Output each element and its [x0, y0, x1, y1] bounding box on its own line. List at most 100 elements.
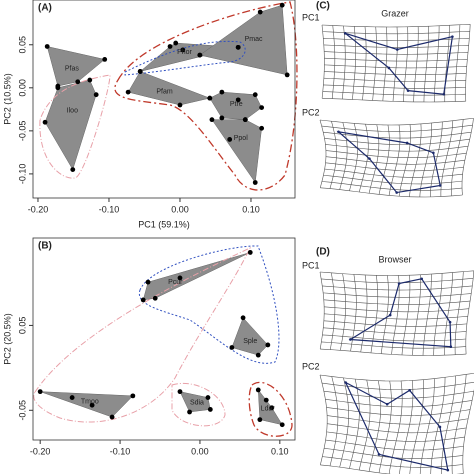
- grid-line: [372, 26, 377, 101]
- x-tick-label: 0.10: [242, 204, 260, 214]
- data-point: [279, 422, 285, 428]
- grid-line: [402, 26, 409, 102]
- data-point: [209, 117, 215, 123]
- data-point: [235, 97, 241, 103]
- group-label: Tmoo: [81, 398, 99, 405]
- grid-line: [462, 389, 474, 474]
- grid-line: [413, 26, 419, 102]
- data-point: [242, 117, 248, 123]
- landmark: [344, 381, 347, 384]
- grid-line: [321, 23, 471, 28]
- grid-line: [319, 374, 328, 466]
- grid-line: [320, 464, 464, 474]
- landmark: [377, 453, 381, 456]
- grid-line: [323, 44, 469, 48]
- grid-line: [319, 117, 474, 126]
- data-point: [42, 119, 48, 125]
- grid-line: [454, 24, 461, 102]
- group-hull: [40, 391, 134, 418]
- deformation-grid: [319, 372, 474, 474]
- grid-line: [451, 119, 464, 196]
- data-point: [37, 389, 43, 395]
- x-tick-label: 0.00: [171, 204, 189, 214]
- grid-line: [323, 320, 467, 327]
- y-axis-title: PC2 (10.5%): [2, 73, 12, 125]
- data-point: [219, 89, 225, 95]
- y-tick-label: -0.10: [17, 164, 27, 185]
- grid-line: [349, 379, 360, 469]
- data-point: [55, 85, 61, 91]
- group-label: Ptre: [230, 101, 243, 108]
- x-tick-label: 0.00: [191, 446, 209, 456]
- grid-line: [440, 120, 454, 197]
- data-point: [265, 342, 271, 348]
- grid-line: [362, 26, 367, 101]
- data-point: [140, 297, 146, 303]
- grid-line: [341, 25, 346, 100]
- data-point: [70, 167, 76, 172]
- grid-line: [434, 25, 440, 102]
- grid-line: [327, 415, 469, 425]
- plot-frame: [32, 237, 296, 441]
- panel-label: (C): [316, 1, 330, 12]
- landmark: [388, 313, 392, 317]
- grid-line: [323, 174, 463, 185]
- grid-line: [325, 144, 469, 152]
- grid-line: [444, 272, 454, 356]
- grid-line: [325, 162, 464, 172]
- landmark: [395, 191, 398, 194]
- landmark: [368, 157, 371, 160]
- y-tick-label: 0.05: [17, 317, 27, 335]
- panel-title: Browser: [378, 254, 411, 264]
- grid-line: [401, 275, 411, 355]
- data-point: [252, 92, 258, 98]
- y-tick-label: -0.05: [17, 121, 27, 142]
- grid-line: [321, 381, 474, 390]
- landmark: [397, 282, 401, 285]
- grid-line: [326, 431, 465, 442]
- data-point: [252, 180, 258, 185]
- data-point: [269, 405, 275, 411]
- grid-line: [324, 57, 468, 62]
- data-point: [235, 44, 241, 50]
- plot-panel: [44, 4, 288, 184]
- group-label: Sdia: [190, 399, 204, 406]
- plot-panel: [40, 252, 283, 426]
- grid-line: [323, 327, 467, 334]
- group-label: Pfam: [156, 89, 173, 96]
- data-point: [187, 409, 192, 415]
- grid-line: [423, 26, 429, 103]
- shape-outline: [344, 32, 454, 95]
- y-axis-title: PC2 (20.5%): [2, 313, 12, 365]
- group-label: Sple: [243, 338, 257, 345]
- data-point: [177, 102, 183, 108]
- landmark: [343, 32, 347, 35]
- grid-line: [378, 124, 390, 195]
- envelope: [33, 246, 252, 423]
- deformation-grid: [319, 270, 474, 356]
- grid-line: [319, 372, 474, 382]
- data-point: [263, 397, 269, 403]
- landmark: [449, 345, 453, 349]
- data-point: [75, 79, 81, 85]
- data-point: [197, 52, 203, 58]
- grid-line: [323, 299, 471, 305]
- y-tick-label: 0.05: [17, 36, 27, 54]
- grid-line: [325, 156, 465, 165]
- x-tick-label: -0.10: [99, 204, 120, 214]
- envelope: [114, 1, 298, 191]
- landmark: [349, 338, 352, 341]
- x-tick-label: -0.20: [28, 204, 49, 214]
- grid-line: [392, 26, 398, 102]
- envelope: [171, 383, 226, 427]
- data-point: [177, 275, 183, 281]
- pc-label: PC2: [302, 361, 320, 371]
- grid-line: [429, 121, 443, 197]
- grid-line: [422, 274, 432, 356]
- grid-line: [380, 275, 389, 354]
- grid-line: [358, 124, 369, 193]
- data-point: [255, 352, 261, 358]
- group-hull: [231, 317, 269, 356]
- grid-line: [325, 439, 464, 451]
- grid-line: [388, 124, 401, 196]
